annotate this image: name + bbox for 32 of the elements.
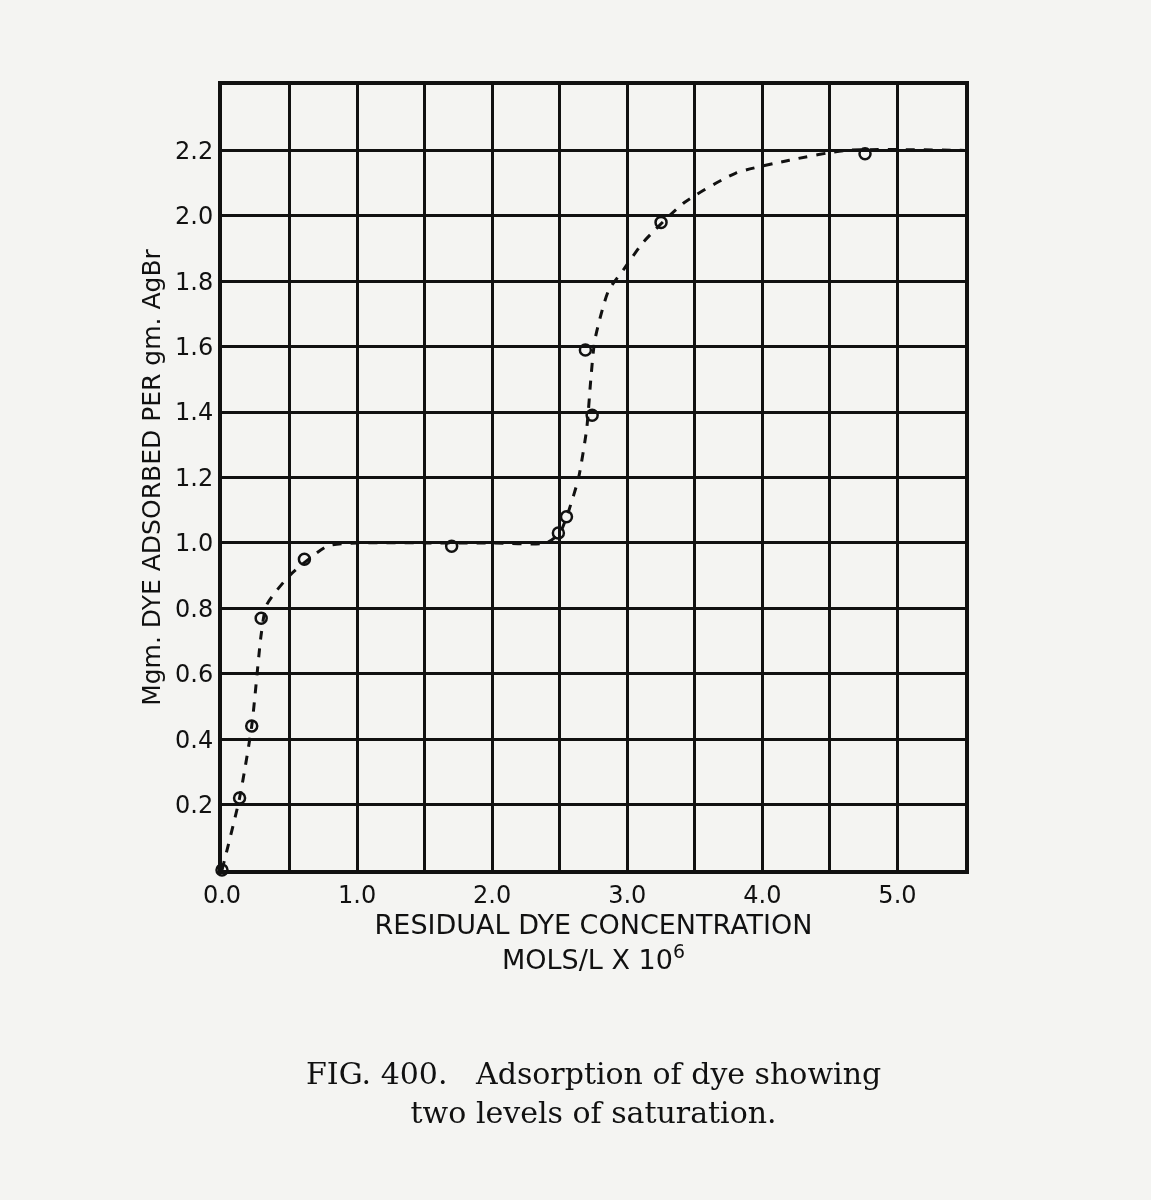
y-tick-label: 1.2 [175, 463, 214, 492]
point [551, 526, 566, 540]
point [578, 343, 593, 357]
point [559, 510, 574, 524]
y-tick-label: 0.2 [175, 790, 214, 819]
y-tick-label: 0.8 [175, 594, 214, 623]
y-tick-label: 1.6 [175, 333, 214, 362]
x-tick-label: 3.0 [608, 880, 647, 909]
x-tick-label: 0.0 [202, 880, 242, 909]
y-tick-label: 1.0 [175, 529, 214, 558]
y-tick-label: 0.4 [175, 725, 214, 754]
point [232, 791, 247, 805]
point [858, 146, 872, 161]
point [244, 719, 259, 733]
x-tick-label: 4.0 [743, 880, 782, 909]
point [585, 408, 599, 423]
point [297, 552, 312, 567]
x-tick-label: 1.0 [338, 880, 377, 909]
x-axis-title: RESIDUAL DYE CONCENTRATION MOLS/L X 10$^{6}$ [374, 908, 813, 975]
point [654, 215, 668, 230]
y-tick-label: 2.2 [175, 136, 214, 165]
y-tick-label: 0.6 [175, 660, 214, 689]
y-tick-label: 2.0 [175, 202, 214, 231]
y-tick-label: 1.8 [175, 267, 214, 296]
point [444, 539, 459, 553]
y-tick-label: 1.4 [175, 398, 214, 427]
point [254, 611, 268, 625]
x-tick-label: 5.0 [878, 880, 917, 909]
y-axis-title: Mgm. DYE ADSORBED PER gm. AgBr [137, 248, 167, 706]
caption: FIG. 400. Adsorption of dye showing two levels of saturation. [306, 1056, 882, 1130]
x-tick-label: 2.0 [473, 880, 512, 909]
point [215, 863, 229, 877]
